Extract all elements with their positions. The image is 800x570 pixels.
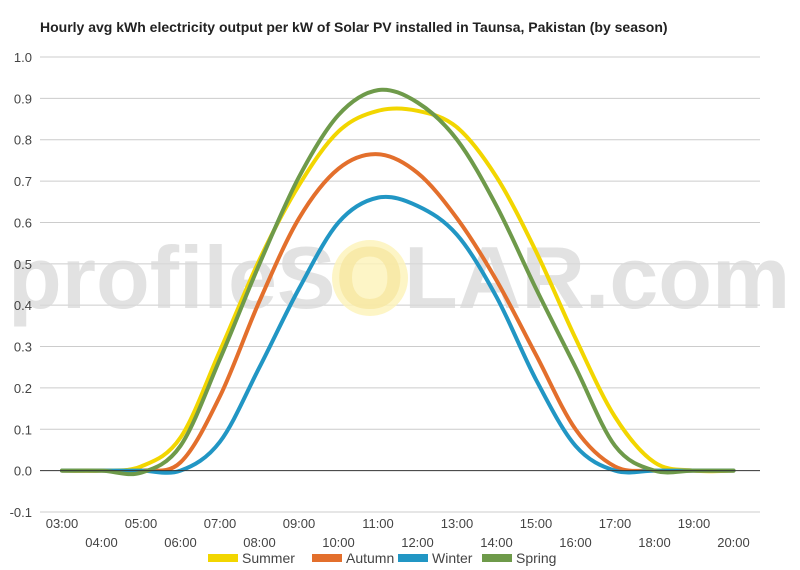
x-tick-label: 03:00 xyxy=(46,516,79,531)
y-tick-label: 0.1 xyxy=(14,422,32,437)
watermark-sun-icon xyxy=(332,240,408,316)
legend-item-spring: Spring xyxy=(482,550,556,566)
x-tick-label: 11:00 xyxy=(362,516,394,531)
legend-label: Autumn xyxy=(346,550,394,566)
chart-title: Hourly avg kWh electricity output per kW… xyxy=(40,19,668,35)
y-tick-label: 0.0 xyxy=(14,464,32,479)
y-tick-label: 0.9 xyxy=(14,91,32,106)
y-tick-label: 0.3 xyxy=(14,340,32,355)
x-tick-label: 07:00 xyxy=(204,516,237,531)
watermark: profileSOLAR.com xyxy=(8,228,790,327)
x-tick-label: 13:00 xyxy=(441,516,474,531)
svg-text:profileSOLAR.com: profileSOLAR.com xyxy=(8,228,790,327)
y-tick-label: 0.8 xyxy=(14,133,32,148)
legend-label: Winter xyxy=(432,550,473,566)
y-tick-label: 0.2 xyxy=(14,381,32,396)
legend-swatch xyxy=(208,554,238,562)
watermark-text-right: LAR.com xyxy=(404,228,790,327)
legend-swatch xyxy=(482,554,512,562)
series-line-winter xyxy=(60,194,736,475)
x-tick-label: 15:00 xyxy=(520,516,553,531)
y-tick-label: 1.0 xyxy=(14,50,32,65)
x-tick-label: 12:00 xyxy=(401,535,434,550)
legend-item-autumn: Autumn xyxy=(312,550,394,566)
series-line-spring xyxy=(60,87,736,477)
y-tick-label: 0.5 xyxy=(14,257,32,272)
legend-swatch xyxy=(312,554,342,562)
x-tick-label: 06:00 xyxy=(164,535,197,550)
x-tick-label: 17:00 xyxy=(599,516,632,531)
x-tick-label: 16:00 xyxy=(559,535,592,550)
y-tick-label: 0.6 xyxy=(14,215,32,230)
y-tick-label: -0.1 xyxy=(10,505,32,520)
watermark-text-sun: O xyxy=(336,228,404,327)
x-tick-label: 10:00 xyxy=(322,535,355,550)
series-line-autumn xyxy=(60,152,736,474)
legend-item-winter: Winter xyxy=(398,550,473,566)
legend-label: Summer xyxy=(242,550,295,566)
x-tick-label: 08:00 xyxy=(243,535,276,550)
y-tick-label: 0.4 xyxy=(14,298,32,313)
x-tick-label: 04:00 xyxy=(85,535,118,550)
x-tick-label: 20:00 xyxy=(717,535,750,550)
legend-item-summer: Summer xyxy=(208,550,295,566)
x-tick-label: 19:00 xyxy=(678,516,711,531)
x-tick-label: 18:00 xyxy=(638,535,671,550)
watermark-text-left: profileS xyxy=(8,228,336,327)
legend-swatch xyxy=(398,554,428,562)
x-tick-label: 05:00 xyxy=(125,516,158,531)
x-tick-label: 09:00 xyxy=(283,516,316,531)
y-tick-label: 0.7 xyxy=(14,174,32,189)
series-line-summer xyxy=(60,106,736,474)
legend-label: Spring xyxy=(516,550,556,566)
x-tick-label: 14:00 xyxy=(480,535,513,550)
